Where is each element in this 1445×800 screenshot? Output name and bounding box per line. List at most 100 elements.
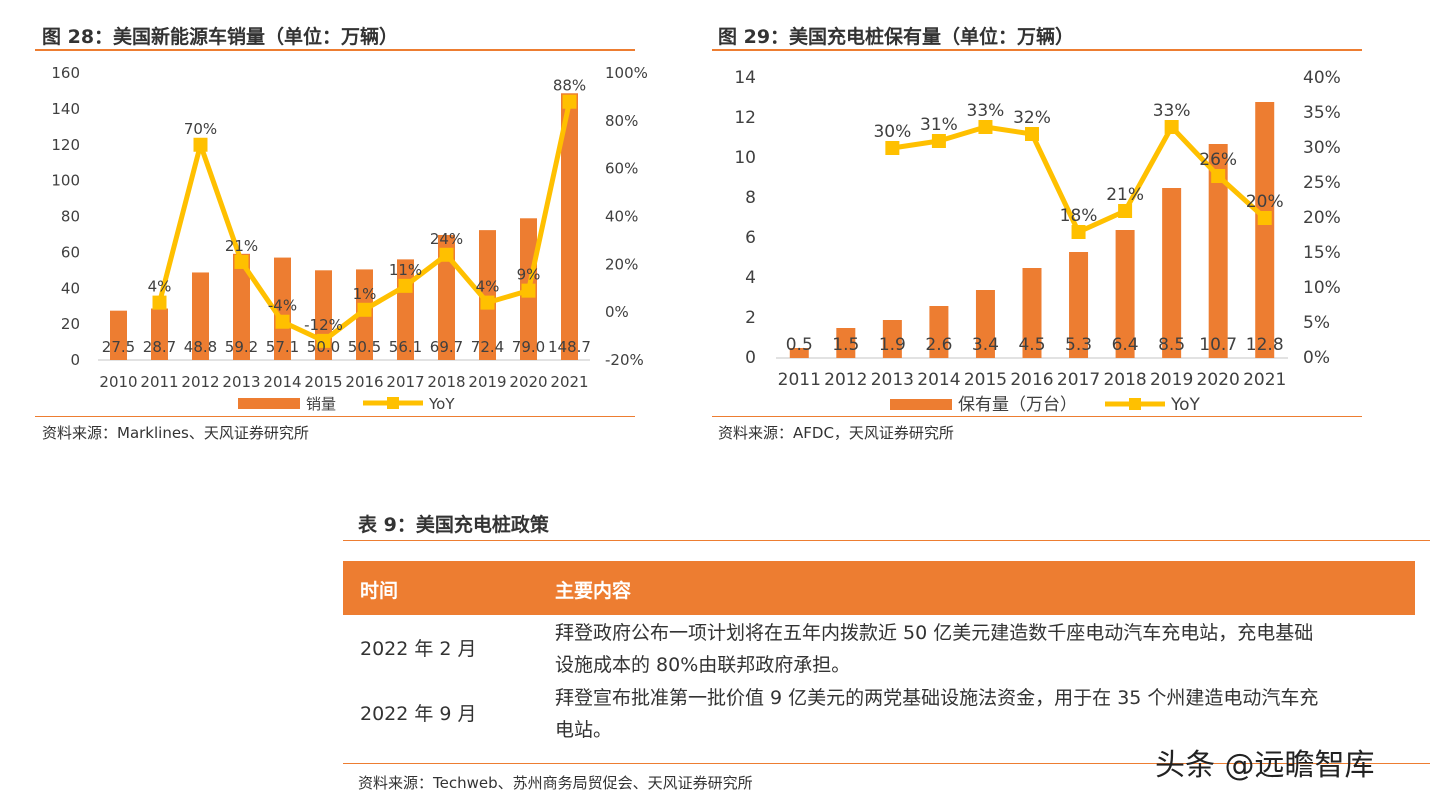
row2-line1: 拜登宣布批准第一批价值 9 亿美元的两党基础设施法资金，用于在 35 个州建造电… [555,687,1319,709]
yoy-data-label: 9% [517,266,541,284]
bar-data-label: 4.5 [1018,335,1045,355]
x-axis-tick: 2021 [1243,370,1286,390]
chart2-source: 资料来源：AFDC，天风证券研究所 [718,424,954,442]
x-axis-tick: 2010 [99,373,137,391]
bar-data-label: 57.1 [266,338,299,356]
right-axis-tick: 100% [605,64,648,82]
chart1-title: 图 28：美国新能源车销量（单位：万辆） [42,26,399,48]
yoy-marker [562,94,577,109]
left-axis-tick: 140 [51,100,80,118]
bar-data-label: 48.8 [184,338,217,356]
x-axis-tick: 2014 [263,373,301,391]
right-axis-tick: 30% [1303,138,1341,158]
bar-data-label: 56.1 [389,338,422,356]
bar [274,257,291,360]
bar-data-label: 28.7 [143,338,176,356]
bar-data-label: 8.5 [1158,335,1185,355]
yoy-marker [398,278,413,293]
x-axis-tick: 2018 [427,373,465,391]
yoy-marker [521,283,536,298]
legend-bar-swatch [890,399,952,410]
bar [1255,102,1275,358]
legend-line-label: YoY [428,395,455,413]
yoy-data-label: 20% [1246,192,1284,212]
yoy-data-label: 24% [430,230,463,248]
table-bottom-rule [343,763,1430,764]
bar-data-label: 1.5 [832,335,859,355]
chart2-title: 图 29：美国充电桩保有量（单位：万辆） [718,26,1075,48]
charts-canvas: 020406080100120140160-20%0%20%40%60%80%1… [51,64,1341,415]
yoy-marker [1025,127,1039,141]
yoy-marker [357,302,372,317]
watermark: 头条 @远瞻智库 [1155,748,1375,783]
x-axis-tick: 2017 [1057,370,1100,390]
bar-data-label: 27.5 [102,338,135,356]
yoy-marker [480,295,495,310]
bar-data-label: 6.4 [1112,335,1139,355]
x-axis-tick: 2011 [778,370,821,390]
yoy-data-label: 4% [148,278,172,296]
bar [561,93,578,360]
right-axis-tick: 20% [605,255,638,273]
chart1-source-rule [35,416,635,417]
yoy-data-label: 21% [225,237,258,255]
legend-bar-label: 保有量（万台） [958,395,1077,415]
chart2-title-rule [712,49,1362,51]
right-axis-tick: 0% [605,303,629,321]
bar-data-label: 1.9 [879,335,906,355]
bar-data-label: 79.0 [512,338,545,356]
bar [192,272,209,360]
x-axis-tick: 2015 [964,370,1007,390]
left-axis-tick: 8 [745,188,756,208]
table-header: 时间 主要内容 [343,561,1415,615]
left-axis-tick: 12 [734,108,756,128]
bar [1162,188,1182,358]
bar [789,348,809,358]
x-axis-tick: 2019 [1150,370,1193,390]
yoy-marker [1071,225,1086,239]
yoy-marker [152,295,167,310]
left-axis-tick: 40 [61,279,80,297]
yoy-data-label: 31% [920,115,958,135]
yoy-data-label: -12% [304,316,343,334]
bar-data-label: 12.8 [1246,335,1284,355]
left-axis-tick: 80 [61,208,80,226]
yoy-marker [316,333,331,348]
right-axis-tick: 5% [1303,313,1330,333]
x-axis-tick: 2012 [824,370,867,390]
header-content: 主要内容 [555,580,632,602]
right-axis-tick: 20% [1303,208,1341,228]
left-axis-tick: 60 [61,243,80,261]
yoy-marker [1257,211,1272,225]
bar-data-label: 148.7 [548,338,591,356]
bar [1022,268,1042,358]
bar-data-label: 72.4 [471,338,504,356]
left-axis-tick: 10 [734,148,756,168]
right-axis-tick: 15% [1303,243,1341,263]
legend-line-label: YoY [1170,395,1201,415]
row2-line2: 电站。 [555,719,613,741]
yoy-data-label: 21% [1106,185,1144,205]
yoy-marker [439,247,454,262]
right-axis-tick: 10% [1303,278,1341,298]
table-source: 资料来源：Techweb、苏州商务局贸促会、天风证券研究所 [358,774,753,792]
yoy-marker [193,137,208,152]
chart2-source-rule [712,416,1362,417]
x-axis-tick: 2013 [222,373,260,391]
bar [836,328,856,358]
bar [882,320,902,358]
bar-data-label: 3.4 [972,335,999,355]
right-axis-tick: 80% [605,112,638,130]
row1-line2: 设施成本的 80%由联邦政府承担。 [555,654,851,676]
bar-data-label: 59.2 [225,338,258,356]
x-axis-tick: 2014 [917,370,960,390]
x-axis-tick: 2020 [1197,370,1240,390]
chart1-title-rule [35,49,635,51]
yoy-marker [275,314,290,329]
yoy-data-label: 26% [1199,150,1237,170]
legend-line-marker [1129,398,1141,410]
yoy-marker [1118,204,1133,218]
yoy-marker [978,120,993,134]
yoy-marker [931,134,946,148]
bar [1069,252,1089,358]
